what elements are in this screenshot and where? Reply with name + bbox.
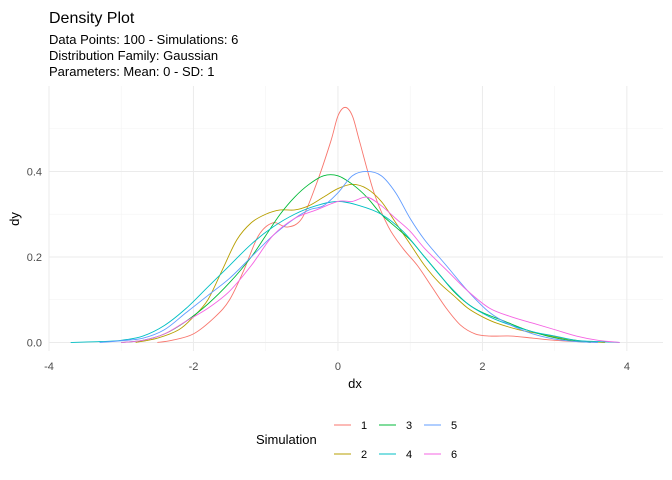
series-line-4: [70, 200, 620, 343]
series-line-1: [157, 106, 599, 343]
legend-label-2: 2: [361, 449, 367, 461]
x-axis-title: dx: [348, 376, 362, 391]
x-tick-label: 4: [624, 361, 630, 373]
axis-ticks: -4 -2 0 2 4 0.0 0.2 0.4: [27, 166, 630, 373]
legend-label-5: 5: [451, 420, 457, 432]
x-tick-label: 2: [479, 361, 485, 373]
chart-subtitle-line-2: Distribution Family: Gaussian: [49, 48, 218, 63]
series-line-3: [121, 174, 591, 343]
legend-label-4: 4: [406, 449, 412, 461]
legend-label-1: 1: [361, 420, 367, 432]
chart-title: Density Plot: [49, 10, 135, 27]
y-tick-label: 0.4: [27, 166, 42, 178]
legend: Simulation 1 2 3 4 5 6: [256, 420, 457, 461]
x-tick-label: 0: [335, 361, 341, 373]
chart-subtitle-line-1: Data Points: 100 - Simulations: 6: [49, 32, 238, 47]
x-tick-label: -2: [189, 361, 199, 373]
x-tick-label: -4: [44, 361, 54, 373]
series-line-5: [99, 171, 599, 343]
plot-series: [70, 106, 620, 343]
legend-title: Simulation: [256, 432, 317, 447]
y-axis-title: dy: [7, 212, 22, 226]
plot-grid: [48, 86, 663, 351]
legend-label-3: 3: [406, 420, 412, 432]
legend-label-6: 6: [451, 449, 457, 461]
series-line-2: [135, 183, 606, 343]
chart-subtitle-line-3: Parameters: Mean: 0 - SD: 1: [49, 64, 214, 79]
series-line-6: [121, 196, 620, 343]
y-tick-label: 0.0: [27, 337, 42, 349]
y-tick-label: 0.2: [27, 252, 42, 264]
